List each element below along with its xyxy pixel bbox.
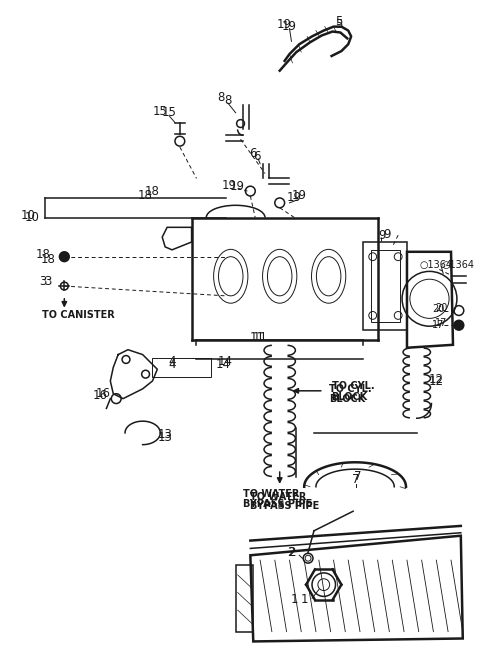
Text: 3: 3 — [39, 274, 47, 288]
Text: 4: 4 — [168, 355, 176, 368]
Text: 18: 18 — [40, 253, 55, 266]
Text: 4: 4 — [168, 358, 176, 371]
Text: BYPASS PIPE: BYPASS PIPE — [251, 501, 320, 511]
Text: 20: 20 — [432, 303, 444, 313]
Text: 6: 6 — [250, 148, 257, 160]
Text: 13: 13 — [158, 428, 173, 442]
Text: 14: 14 — [216, 358, 231, 371]
Text: 7: 7 — [352, 474, 360, 486]
Text: 7: 7 — [354, 470, 362, 484]
Text: 11: 11 — [252, 331, 268, 344]
Text: ○1364: ○1364 — [420, 260, 453, 270]
Text: BLOCK: BLOCK — [329, 394, 365, 404]
Text: 19: 19 — [287, 191, 302, 205]
Text: 5: 5 — [335, 18, 342, 31]
Text: 3: 3 — [44, 274, 51, 288]
Text: 19: 19 — [230, 180, 245, 193]
Text: TO CYL.: TO CYL. — [332, 381, 374, 391]
Text: 10: 10 — [21, 209, 36, 222]
Text: 1: 1 — [300, 593, 308, 606]
Text: 19: 19 — [277, 18, 292, 31]
Text: 20: 20 — [435, 303, 447, 313]
Text: 17: 17 — [435, 318, 447, 328]
Text: 9: 9 — [379, 229, 386, 242]
Text: 17: 17 — [432, 320, 444, 330]
Text: ○1364: ○1364 — [441, 260, 474, 270]
Text: 2: 2 — [287, 546, 294, 559]
Text: 12: 12 — [429, 374, 444, 388]
Text: 19: 19 — [282, 20, 297, 33]
Text: 18: 18 — [36, 248, 50, 261]
Text: 1: 1 — [290, 593, 298, 606]
Text: TO CANISTER: TO CANISTER — [42, 311, 115, 321]
Text: TO CYL.: TO CYL. — [329, 384, 371, 394]
Text: 6: 6 — [253, 150, 261, 163]
Text: 15: 15 — [153, 105, 168, 118]
Text: 13: 13 — [158, 431, 173, 444]
Text: 9: 9 — [384, 227, 391, 241]
Text: 19: 19 — [292, 189, 307, 203]
Text: 11: 11 — [250, 331, 264, 344]
Text: 12: 12 — [429, 372, 444, 386]
Text: 18: 18 — [138, 189, 153, 201]
Text: 10: 10 — [24, 211, 39, 224]
Text: 16: 16 — [93, 389, 108, 402]
Text: 15: 15 — [162, 106, 177, 119]
Text: 18: 18 — [145, 185, 160, 197]
Text: TO WATER: TO WATER — [251, 492, 307, 501]
Circle shape — [60, 252, 69, 262]
Text: 8: 8 — [217, 91, 225, 103]
Text: TO WATER: TO WATER — [243, 488, 300, 499]
Text: 2: 2 — [288, 546, 295, 559]
Text: 19: 19 — [221, 178, 236, 192]
Text: BYPASS PIPE: BYPASS PIPE — [243, 499, 313, 509]
Text: BLOCK: BLOCK — [332, 392, 368, 402]
Text: 16: 16 — [96, 387, 111, 400]
Circle shape — [454, 320, 464, 330]
Text: 5: 5 — [335, 15, 342, 28]
Text: 14: 14 — [218, 355, 233, 368]
Text: 8: 8 — [224, 93, 231, 107]
